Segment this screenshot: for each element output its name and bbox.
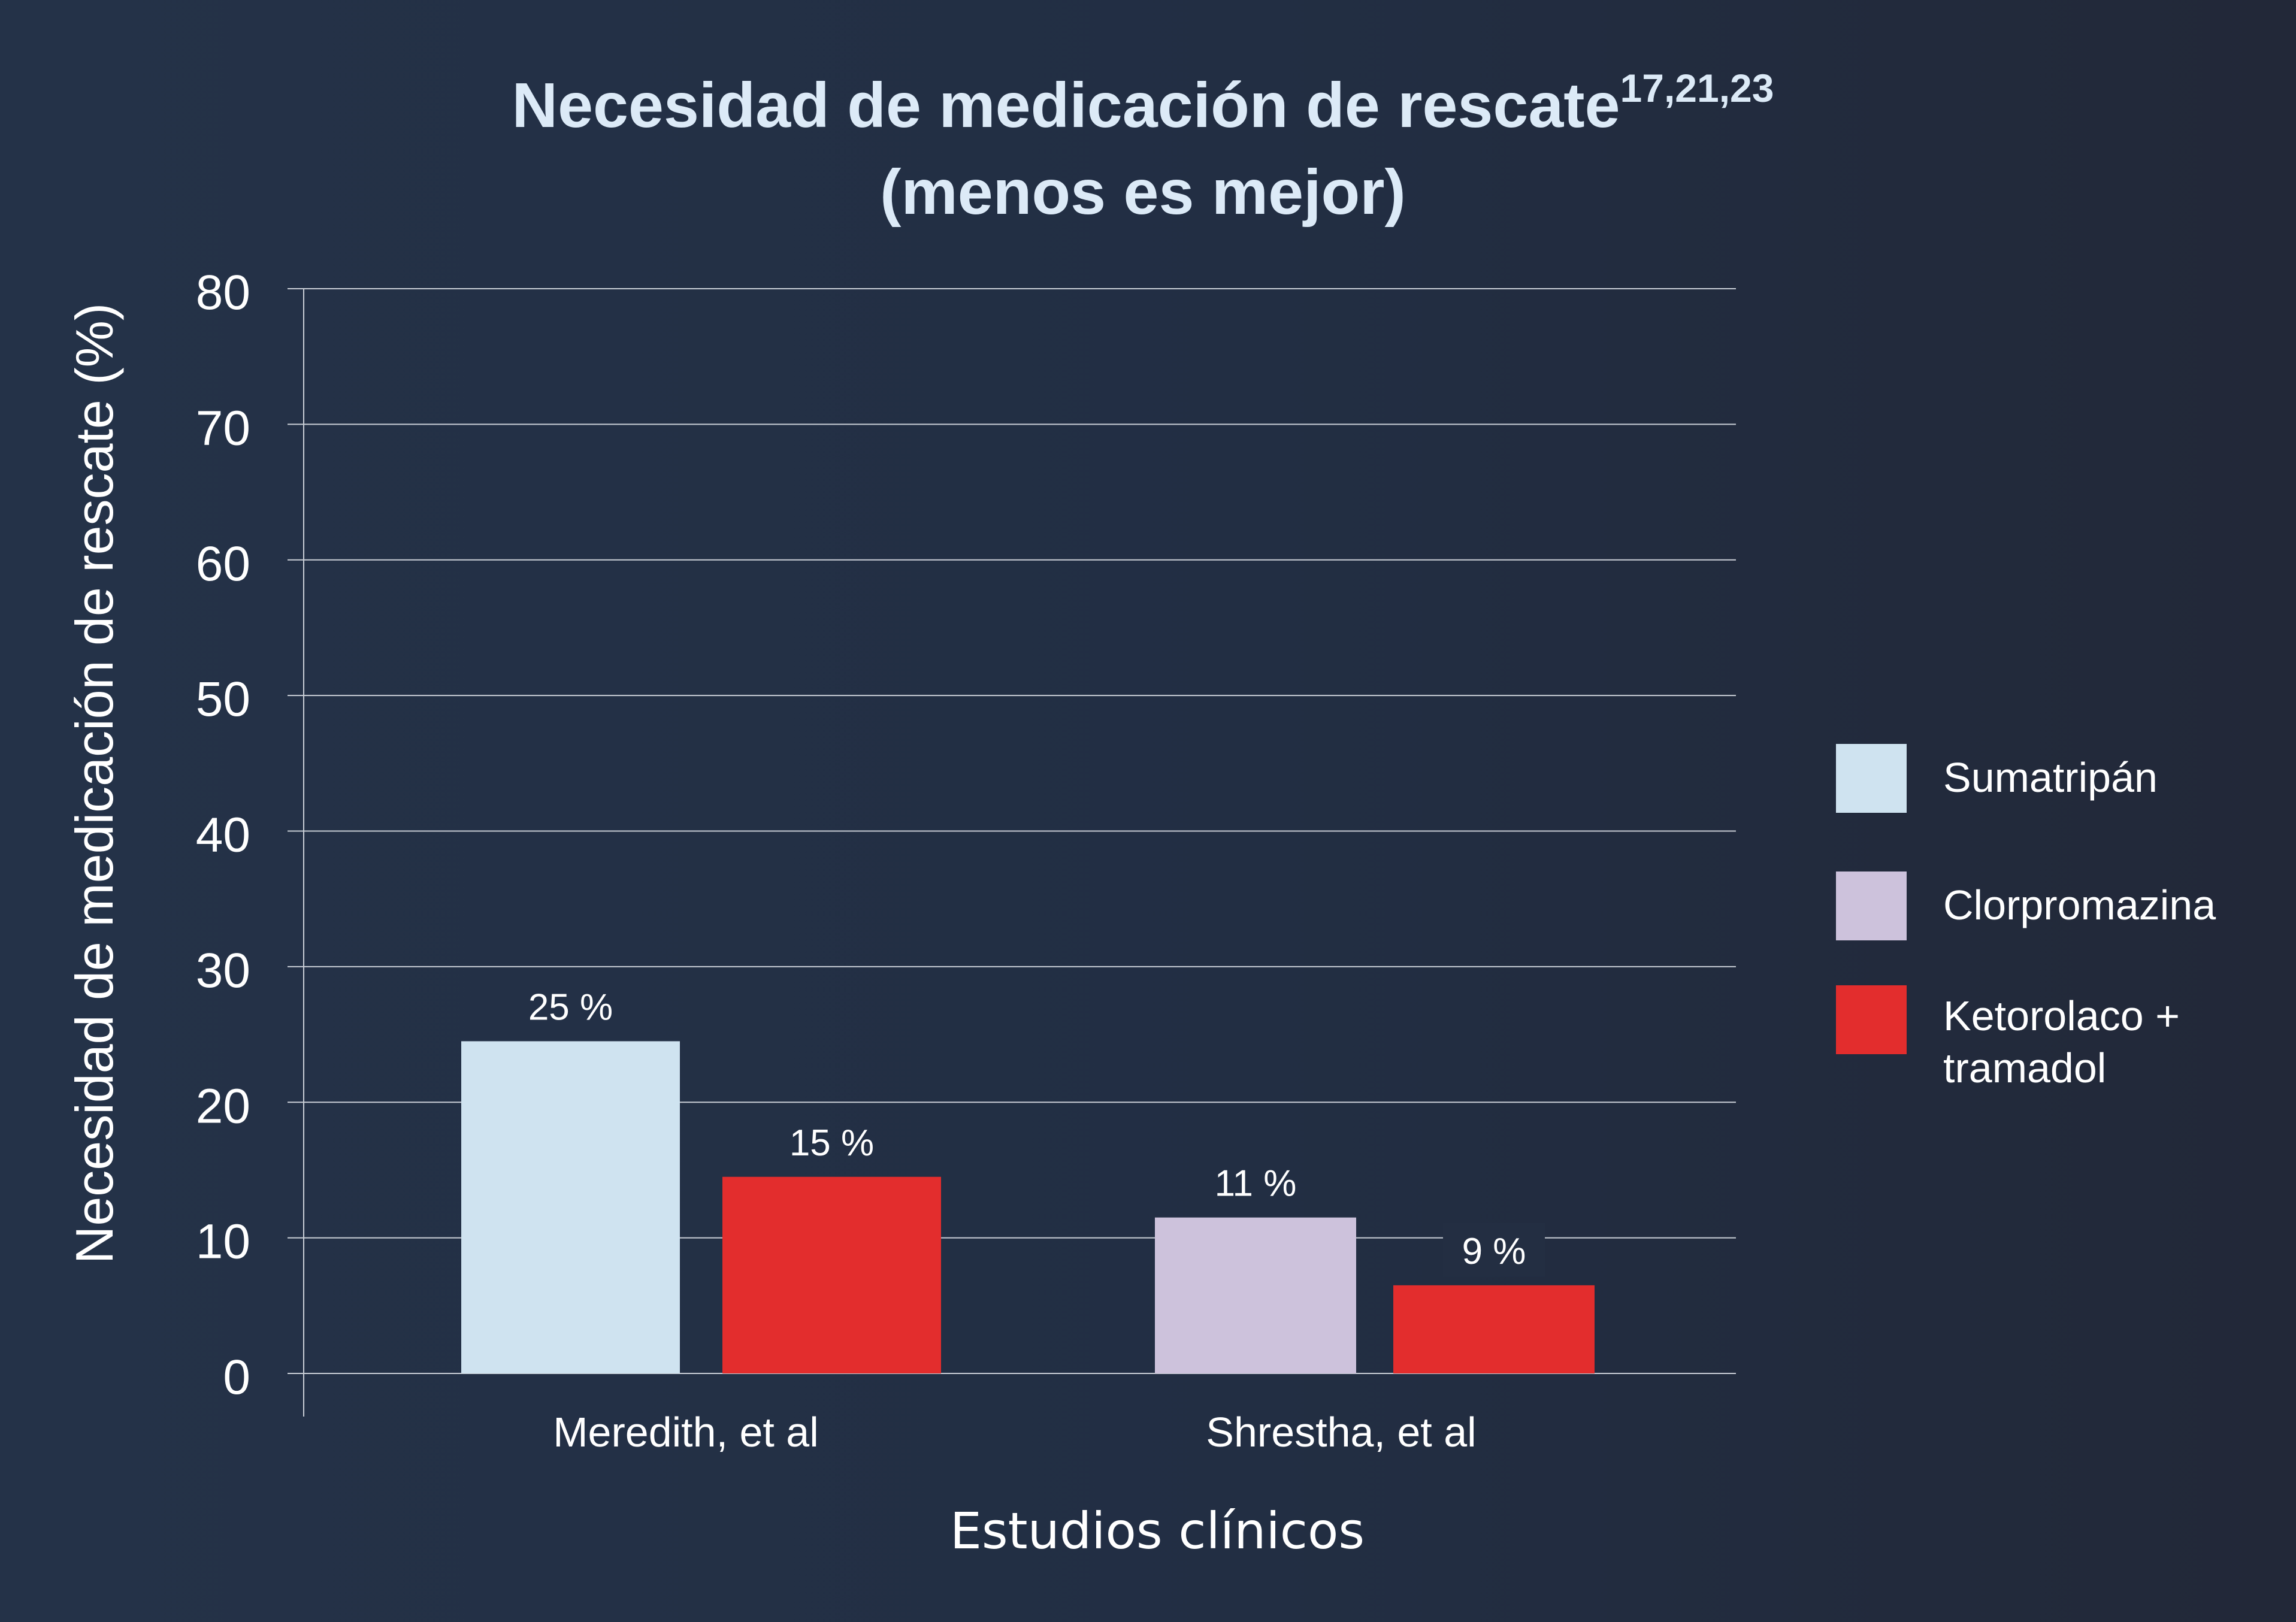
legend-swatch — [1836, 871, 1907, 940]
data-label: 15 % — [789, 1122, 874, 1164]
chart-title: Necesidad de medicación de rescate17,21,… — [512, 66, 1774, 141]
chart-title-superscript: 17,21,23 — [1620, 66, 1774, 110]
legend-swatch — [1836, 744, 1907, 813]
data-label-background — [1443, 1222, 1545, 1277]
bar — [461, 1041, 680, 1373]
y-tick-label: 20 — [196, 1079, 250, 1133]
y-tick-label: 0 — [223, 1350, 250, 1405]
legend-label: Ketorolaco + — [1943, 992, 2180, 1039]
x-axis-title: Estudios clínicos — [950, 1502, 1365, 1560]
y-tick-label: 40 — [196, 808, 250, 863]
y-tick-label: 30 — [196, 943, 250, 998]
data-label: 9 % — [1462, 1231, 1526, 1272]
legend-label: tramadol — [1943, 1045, 2106, 1091]
chart-title-text: Necesidad de medicación de rescate — [512, 70, 1620, 141]
y-tick-label: 10 — [196, 1215, 250, 1269]
bar — [722, 1176, 941, 1373]
data-label: 25 % — [528, 986, 613, 1028]
legend-label: Sumatripán — [1943, 754, 2158, 801]
y-tick-label: 50 — [196, 672, 250, 727]
bar — [1155, 1217, 1356, 1373]
data-label: 11 % — [1215, 1163, 1297, 1205]
bar — [1393, 1285, 1595, 1373]
chart-subtitle: (menos es mejor) — [880, 157, 1406, 228]
legend-label: Clorpromazina — [1943, 882, 2216, 928]
x-category-label: Shrestha, et al — [1206, 1409, 1476, 1455]
legend-swatch — [1836, 985, 1907, 1054]
y-tick-label: 80 — [196, 265, 250, 320]
y-axis-title: Necesidad de medicación de rescate (%) — [65, 303, 124, 1264]
x-category-label: Meredith, et al — [553, 1409, 819, 1455]
y-tick-label: 70 — [196, 401, 250, 455]
y-tick-label: 60 — [196, 537, 250, 591]
